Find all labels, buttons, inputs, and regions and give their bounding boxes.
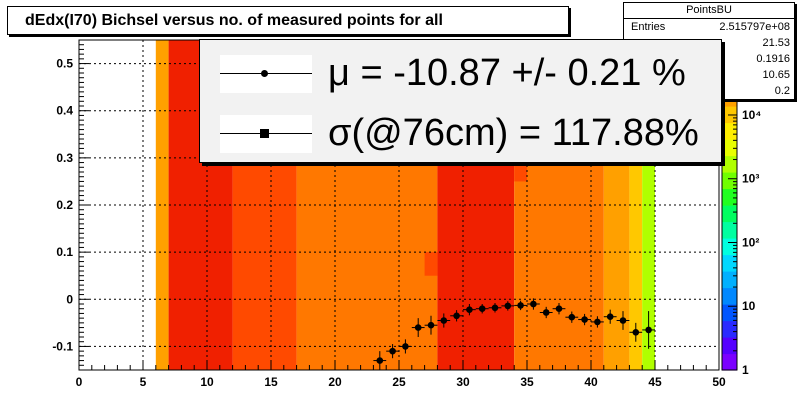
stats-value: 0.1916 <box>756 53 790 65</box>
z-tick-label: 10 <box>742 299 756 313</box>
x-tick-label: 35 <box>520 375 534 389</box>
stats-value: 2.515797e+08 <box>719 21 790 33</box>
data-point <box>376 357 384 364</box>
stats-value: 21.53 <box>762 37 790 49</box>
heatmap-cell <box>155 40 169 370</box>
color-scale-segment <box>722 221 737 239</box>
data-point <box>530 300 537 308</box>
y-tick-label: 0.3 <box>56 151 73 165</box>
data-point <box>632 328 640 336</box>
color-scale-segment <box>722 304 737 322</box>
x-tick-label: 50 <box>712 375 726 389</box>
x-tick-label: 20 <box>328 375 342 389</box>
z-tick-label: 10² <box>742 235 759 249</box>
data-point <box>606 313 614 321</box>
y-tick-label: 0.2 <box>56 198 73 212</box>
y-tick-label: -0.1 <box>52 339 73 353</box>
color-scale-segment <box>722 205 737 223</box>
y-tick-label: 0.4 <box>56 104 73 118</box>
data-point <box>402 343 409 350</box>
data-point <box>453 312 460 320</box>
data-point <box>440 317 448 324</box>
data-point <box>594 318 601 326</box>
legend-marker-square <box>220 115 312 153</box>
y-tick-label: 0.1 <box>56 245 73 259</box>
stats-value: 0.2 <box>774 85 790 97</box>
x-tick-label: 0 <box>76 375 83 389</box>
data-point <box>427 321 435 329</box>
legend-entry-sigma: σ(@76cm) = 117.88% <box>200 103 721 163</box>
data-point <box>389 347 396 355</box>
stats-row: 0.2 <box>624 83 794 99</box>
data-point <box>517 302 524 309</box>
x-tick-label: 25 <box>392 375 406 389</box>
color-scale-segment <box>722 320 737 338</box>
heatmap-cell <box>424 252 438 276</box>
data-point <box>542 309 550 316</box>
x-tick-label: 45 <box>648 375 662 389</box>
stats-value: 10.65 <box>762 69 790 81</box>
z-tick-label: 1 <box>742 363 749 377</box>
chart-title: dEdx(I70) Bichsel versus no. of measured… <box>7 6 569 35</box>
legend-text-sigma: σ(@76cm) = 117.88% <box>328 112 699 154</box>
stats-row: 10.65 <box>624 67 794 83</box>
data-point <box>504 302 512 310</box>
x-tick-label: 40 <box>584 375 598 389</box>
color-scale-segment <box>722 188 737 206</box>
color-scale-segment <box>722 287 737 305</box>
fit-legend: μ = -10.87 +/- 0.21 % σ(@76cm) = 117.88% <box>199 39 722 163</box>
color-scale-segment <box>722 172 737 190</box>
data-point <box>414 324 422 331</box>
x-tick-label: 30 <box>456 375 470 389</box>
color-scale-segment <box>722 254 737 272</box>
stats-label: Entries <box>631 21 666 33</box>
data-point <box>645 326 652 334</box>
color-scale-segment <box>722 139 737 157</box>
color-scale-segment <box>722 155 737 173</box>
legend-text-mu: μ = -10.87 +/- 0.21 % <box>328 52 686 94</box>
stats-name: PointsBU <box>624 3 794 19</box>
y-tick-label: 0 <box>66 292 73 306</box>
stats-row: Entries 2.515797e+08 <box>624 19 794 35</box>
stats-row: 0.1916 <box>624 51 794 67</box>
x-tick-label: 10 <box>200 375 214 389</box>
data-point <box>466 306 473 313</box>
data-point <box>568 313 576 321</box>
y-tick-label: 0.5 <box>56 57 73 71</box>
stats-row: 21.53 <box>624 35 794 51</box>
x-tick-label: 5 <box>140 375 147 389</box>
z-tick-label: 10³ <box>742 172 759 186</box>
color-scale-segment <box>722 353 737 371</box>
data-point <box>491 304 499 312</box>
data-point <box>581 316 588 323</box>
legend-entry-mu: μ = -10.87 +/- 0.21 % <box>200 43 721 103</box>
data-point <box>619 317 627 324</box>
data-point <box>555 305 563 313</box>
z-tick-label: 10⁴ <box>742 108 761 122</box>
color-scale-segment <box>722 271 737 289</box>
legend-marker-circle <box>220 55 312 93</box>
color-scale-segment <box>722 122 737 140</box>
color-scale-segment <box>722 337 737 355</box>
data-point <box>478 305 486 313</box>
x-tick-label: 15 <box>264 375 278 389</box>
